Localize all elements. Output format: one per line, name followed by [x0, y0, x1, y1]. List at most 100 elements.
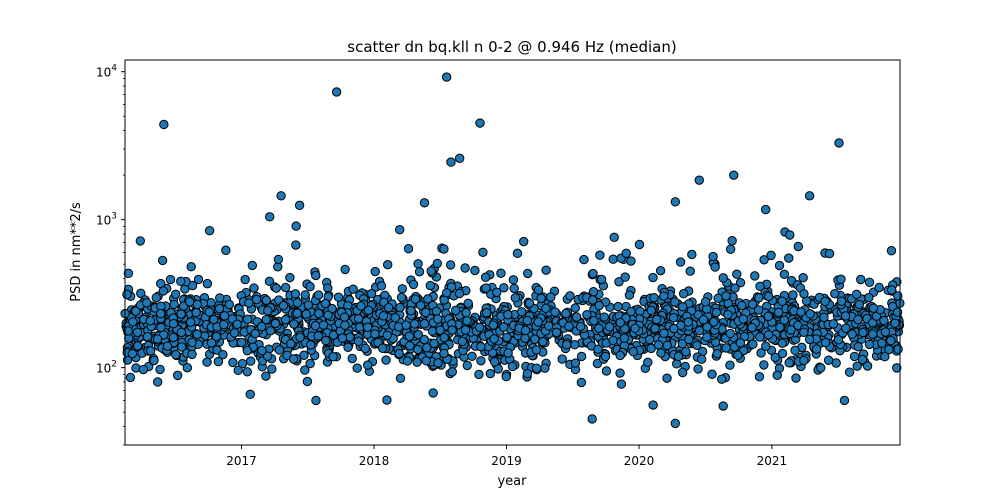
- data-point: [692, 340, 702, 350]
- data-point: [185, 317, 196, 327]
- data-point: [291, 221, 301, 231]
- data-point: [790, 345, 800, 356]
- data-point: [149, 355, 159, 366]
- data-point: [755, 281, 765, 292]
- data-point: [159, 119, 169, 130]
- data-point: [819, 312, 829, 323]
- data-point: [634, 239, 645, 250]
- data-point: [193, 274, 204, 285]
- data-point: [579, 254, 589, 265]
- data-point: [441, 288, 452, 298]
- data-point: [608, 254, 618, 264]
- data-point: [604, 322, 615, 332]
- data-point: [576, 351, 587, 362]
- data-point: [839, 395, 850, 406]
- data-point: [242, 345, 253, 356]
- data-point: [735, 338, 746, 348]
- data-point: [151, 292, 161, 303]
- data-point: [730, 283, 740, 293]
- data-point: [245, 389, 255, 400]
- data-point: [670, 418, 680, 429]
- data-point: [162, 341, 173, 351]
- data-point: [419, 319, 430, 329]
- data-point: [182, 363, 193, 373]
- data-point: [256, 321, 267, 332]
- data-point: [131, 306, 141, 316]
- data-point: [405, 341, 415, 351]
- data-point: [541, 265, 551, 275]
- data-point: [710, 262, 720, 272]
- data-point: [432, 258, 443, 269]
- data-point: [155, 364, 165, 375]
- data-point: [735, 277, 746, 288]
- data-point: [619, 333, 630, 343]
- data-point: [712, 348, 722, 359]
- data-point: [480, 272, 491, 282]
- data-point: [356, 301, 366, 311]
- data-point: [460, 325, 471, 335]
- y-tick-label: 102: [96, 360, 117, 376]
- chart-title: scatter dn bq.kll n 0-2 @ 0.946 Hz (medi…: [347, 38, 676, 56]
- data-point: [648, 272, 658, 283]
- data-point: [421, 356, 431, 366]
- data-point: [187, 337, 197, 348]
- data-point: [300, 290, 310, 300]
- data-point: [546, 292, 556, 302]
- data-point: [250, 328, 260, 339]
- data-point: [187, 349, 197, 360]
- data-point: [655, 265, 666, 276]
- data-point: [805, 309, 815, 319]
- data-point: [708, 251, 718, 262]
- data-point: [662, 373, 672, 383]
- data-point: [263, 306, 273, 316]
- data-point: [462, 360, 472, 371]
- data-point: [215, 293, 225, 303]
- data-point: [481, 308, 492, 318]
- data-point: [476, 356, 486, 366]
- data-point: [804, 334, 815, 345]
- data-point: [249, 283, 259, 293]
- data-point: [340, 264, 350, 275]
- data-point: [133, 341, 143, 351]
- data-point: [429, 338, 439, 349]
- data-point: [675, 257, 686, 267]
- x-tick-label: 2017: [226, 454, 257, 468]
- data-point: [289, 319, 299, 329]
- data-point: [630, 323, 640, 334]
- data-point: [274, 345, 285, 355]
- data-point: [879, 315, 889, 326]
- data-point: [261, 371, 271, 381]
- data-point: [276, 191, 286, 201]
- data-point: [678, 289, 689, 299]
- data-point: [785, 230, 795, 240]
- data-point: [382, 395, 392, 405]
- data-point: [168, 318, 179, 329]
- data-point: [750, 271, 760, 281]
- data-point: [280, 315, 291, 325]
- data-point: [214, 303, 225, 314]
- y-tick-label: 104: [96, 64, 117, 80]
- data-point: [257, 345, 267, 356]
- data-point: [328, 352, 338, 362]
- data-point: [779, 315, 789, 325]
- data-point: [823, 355, 834, 365]
- data-point: [457, 336, 468, 347]
- data-point: [285, 272, 295, 283]
- data-point: [854, 299, 865, 310]
- data-point: [395, 373, 406, 383]
- data-point: [677, 367, 688, 378]
- data-point: [700, 297, 711, 307]
- data-point: [271, 283, 281, 293]
- data-point: [570, 358, 581, 368]
- data-point: [759, 360, 769, 370]
- data-point: [570, 340, 580, 350]
- data-point: [278, 300, 289, 311]
- data-point: [609, 232, 619, 243]
- data-point: [408, 279, 419, 290]
- data-point: [760, 204, 771, 215]
- data-point: [410, 294, 421, 304]
- data-point: [431, 306, 442, 316]
- data-point: [646, 343, 656, 354]
- data-point: [425, 280, 436, 291]
